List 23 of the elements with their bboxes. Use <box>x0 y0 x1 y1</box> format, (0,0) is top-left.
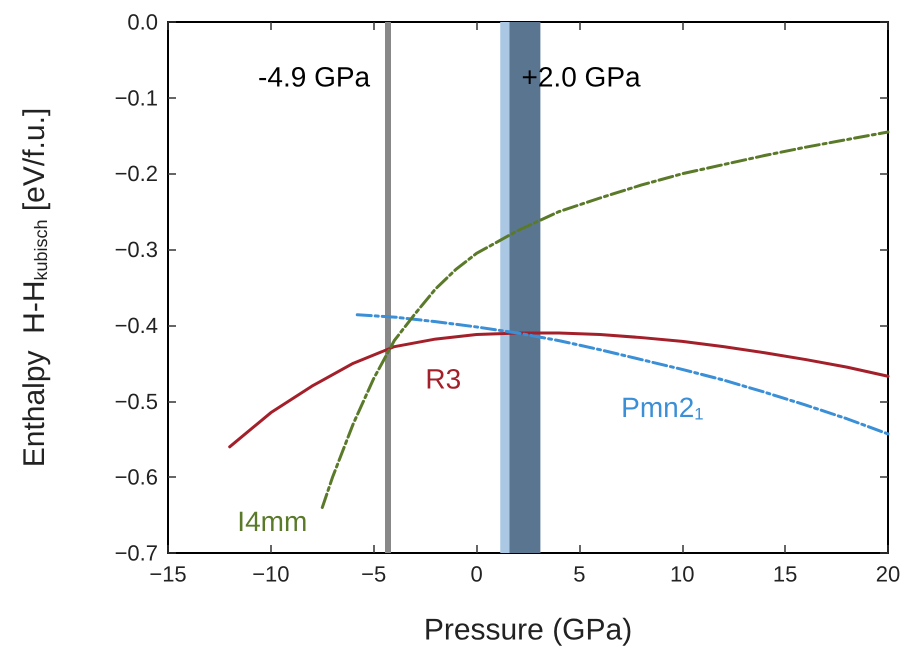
x-tick-label: 5 <box>573 562 586 586</box>
line-series <box>320 130 890 509</box>
x-tick-label: 15 <box>772 562 798 586</box>
line-series <box>228 332 890 448</box>
x-tick-label: −5 <box>361 562 386 586</box>
y-tick-label: 0.0 <box>127 10 158 34</box>
y-tick-label: −0.6 <box>114 464 158 490</box>
y-tick-label: −0.5 <box>114 388 158 414</box>
series-label: R3 <box>425 364 462 395</box>
series-label: I4mm <box>237 506 308 537</box>
y-tick-label: −0.1 <box>114 85 158 110</box>
x-tick-label: −10 <box>252 562 290 586</box>
ref-line-label: -4.9 GPa <box>258 62 371 92</box>
x-tick-label: 20 <box>876 562 900 586</box>
x-axis-title: Pressure (GPa) <box>424 614 632 646</box>
y-tick-label: −0.4 <box>114 312 158 338</box>
x-tick-label: 0 <box>470 562 483 586</box>
series-label: Pmn21 <box>621 392 704 424</box>
y-tick-label: −0.3 <box>114 237 158 262</box>
y-axis-title: Enthalpy H-Hkubisch [eV/f.u.] <box>18 108 51 468</box>
x-tick-label: 10 <box>670 562 695 586</box>
y-tick-label: −0.2 <box>114 161 158 186</box>
line-series <box>356 313 890 436</box>
